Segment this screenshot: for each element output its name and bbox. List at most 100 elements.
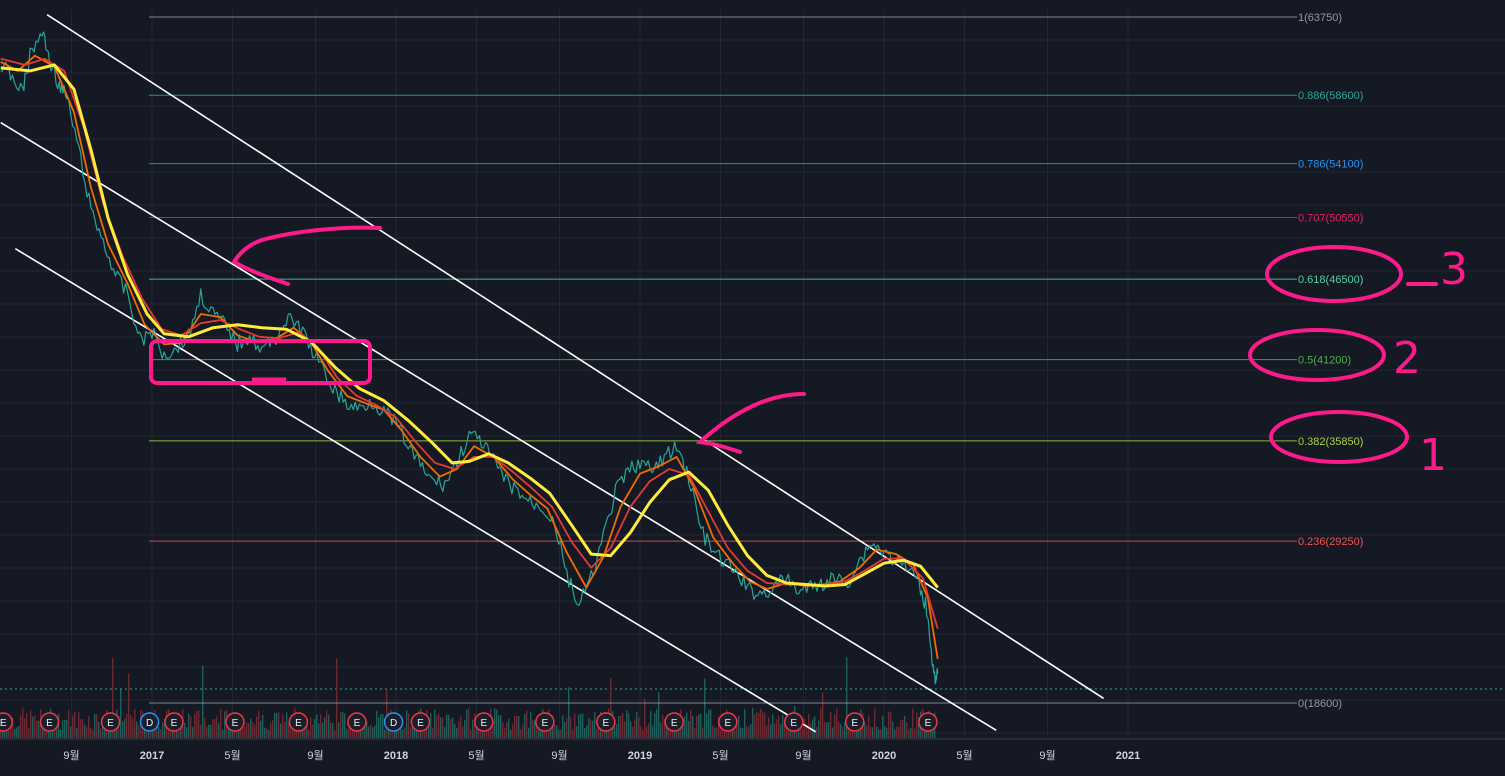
volume-bar: [716, 727, 718, 738]
event-marker-E-2[interactable]: E: [100, 712, 121, 732]
volume-bar: [822, 692, 824, 738]
volume-bar: [868, 715, 870, 738]
event-marker-E-17[interactable]: E: [918, 712, 938, 732]
volume-bar: [864, 721, 866, 738]
volume-bar: [244, 726, 246, 738]
volume-bar: [120, 689, 122, 738]
annotation-number-3: 3: [1440, 244, 1468, 295]
volume-bar: [46, 724, 48, 738]
event-marker-E-6[interactable]: E: [288, 712, 309, 732]
volume-bar: [894, 729, 896, 738]
volume-bar: [866, 725, 868, 738]
volume-bar: [272, 720, 274, 738]
volume-bar: [132, 718, 134, 738]
event-marker-E-4[interactable]: E: [164, 712, 184, 732]
volume-bar: [766, 725, 768, 738]
x-tick-label-5: 5월: [468, 749, 484, 762]
volume-bar: [402, 729, 404, 738]
volume-bar: [784, 722, 786, 738]
volume-bar: [276, 713, 278, 738]
volume-bar: [278, 712, 280, 738]
volume-bar: [782, 714, 784, 738]
event-marker-E-12[interactable]: E: [596, 712, 616, 732]
volume-bar: [404, 727, 406, 738]
volume-bar: [268, 729, 270, 738]
volume-bar: [442, 717, 444, 738]
event-marker-label: D: [146, 718, 153, 729]
volume-bar: [642, 729, 644, 738]
event-marker-circle: [39, 712, 60, 732]
volume-bar: [636, 711, 638, 738]
annotation-arrow-right: [695, 392, 806, 454]
channel-line-0[interactable]: [46, 14, 1105, 700]
annotation-circle-618: [1265, 245, 1403, 303]
event-marker-E-10[interactable]: E: [474, 712, 494, 732]
volume-bar: [146, 728, 148, 738]
fib-label-0.5: 0.5(41200): [1298, 355, 1351, 367]
volume-bar: [360, 726, 362, 738]
volume-bar: [472, 719, 474, 738]
volume-bar: [836, 708, 838, 738]
event-marker-E-5[interactable]: E: [225, 712, 245, 732]
event-marker-E-9[interactable]: E: [410, 712, 431, 732]
volume-bar: [36, 720, 38, 738]
event-marker-E-16[interactable]: E: [844, 712, 865, 732]
volume-bar: [560, 729, 562, 738]
volume-bar: [634, 719, 636, 738]
volume-bar: [208, 724, 210, 738]
volume-bar: [72, 715, 74, 738]
volume-bar: [654, 713, 656, 738]
volume-bar: [56, 725, 58, 738]
channel-line-1[interactable]: [0, 121, 997, 732]
volume-bar: [488, 729, 490, 738]
volume-bar: [378, 717, 380, 738]
volume-bar: [242, 722, 244, 738]
event-marker-circle: [100, 712, 121, 732]
event-marker-E-15[interactable]: E: [783, 712, 804, 732]
volume-bar: [660, 722, 662, 738]
event-marker-circle: [410, 712, 431, 732]
volume-bar: [450, 718, 452, 738]
event-marker-E-1[interactable]: E: [39, 712, 60, 732]
volume-bar: [216, 716, 218, 738]
volume-bar: [112, 657, 114, 738]
volume-bar: [838, 721, 840, 738]
event-marker-E-11[interactable]: E: [535, 712, 555, 732]
volume-bar: [604, 729, 606, 738]
x-tick-label-9: 9월: [795, 749, 811, 762]
volume-bar: [316, 714, 318, 738]
volume-bar: [902, 719, 904, 738]
event-marker-E-7[interactable]: E: [347, 712, 367, 732]
volume-bar: [736, 724, 738, 738]
volume-bar: [662, 714, 664, 738]
volume-bar: [318, 723, 320, 738]
volume-bar: [706, 713, 708, 738]
volume-bar: [18, 725, 20, 738]
event-marker-E-0[interactable]: E: [0, 712, 13, 732]
event-marker-D-8[interactable]: D: [383, 712, 404, 732]
volume-bar: [632, 727, 634, 738]
volume-bar: [446, 714, 448, 738]
event-marker-E-13[interactable]: E: [664, 712, 684, 732]
volume-bar: [462, 726, 464, 738]
volume-bar: [888, 711, 890, 738]
volume-bar: [274, 712, 276, 738]
fibonacci-retracement[interactable]: 1(63750) 0.886(58600) 0.786(54100) 0.707(50…: [149, 12, 1363, 710]
grid: [0, 10, 1505, 738]
volume-bar: [64, 719, 66, 738]
event-marker-E-14[interactable]: E: [718, 712, 738, 732]
volume-bar: [438, 713, 440, 738]
event-marker-circle: [164, 712, 184, 732]
volume-bar: [586, 725, 588, 738]
volume-bar: [744, 708, 746, 738]
volume-bar: [510, 729, 512, 738]
x-tick-label-3: 9월: [307, 749, 323, 762]
event-marker-D-3[interactable]: D: [139, 712, 160, 732]
time-axis[interactable]: 9월 2017 5월 9월 2018 5월 9월 2019 5월 9월 2020 5월 9월 2021: [0, 738, 1505, 762]
volume-bar: [644, 698, 646, 738]
volume-bar: [30, 710, 32, 738]
volume-bar: [328, 715, 330, 738]
volume-bar: [886, 727, 888, 738]
